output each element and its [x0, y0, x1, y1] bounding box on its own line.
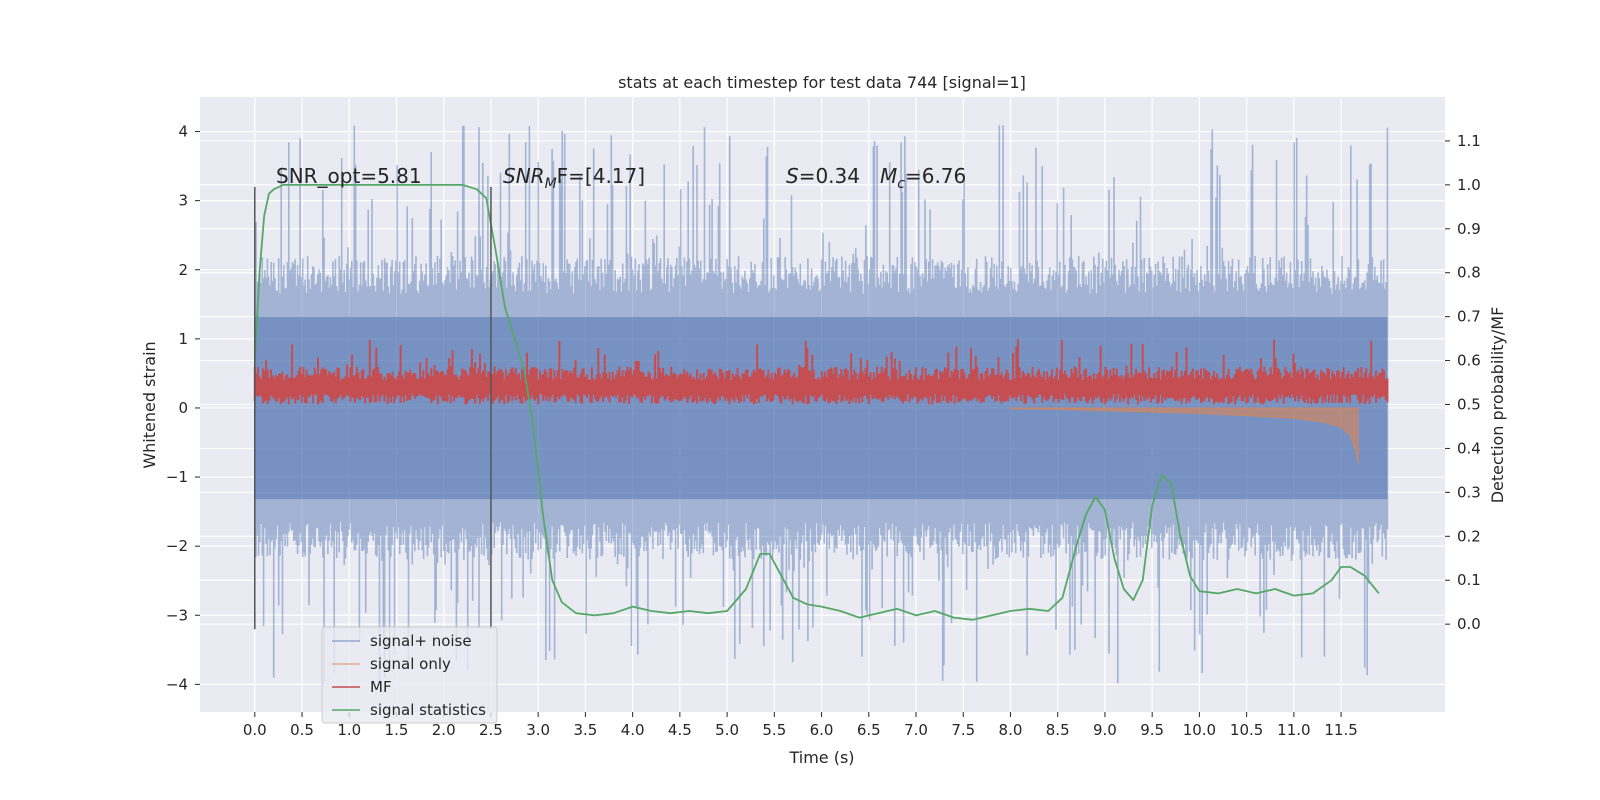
- annotation-s: S=0.34: [786, 164, 860, 188]
- x-tick-label: 4.0: [621, 721, 645, 739]
- y-right-tick-label: 0.1: [1457, 571, 1481, 589]
- x-tick-label: 1.0: [337, 721, 361, 739]
- y-left-tick-label: −4: [166, 675, 188, 693]
- legend-label-mf: MF: [370, 678, 392, 696]
- y-right-tick-label: 1.0: [1457, 176, 1481, 194]
- y-axis-label-left: Whitened strain: [140, 341, 159, 468]
- x-tick-label: 0.5: [290, 721, 314, 739]
- annotation-mc: Mc=6.76: [880, 164, 966, 192]
- legend-label-signal-only: signal only: [370, 655, 451, 673]
- y-left-tick-label: 0: [178, 399, 188, 417]
- y-left-tick-label: 3: [178, 192, 188, 210]
- y-right-tick-label: 0.7: [1457, 308, 1481, 326]
- y-right-tick-label: 0.3: [1457, 483, 1481, 501]
- x-tick-label: 6.5: [857, 721, 881, 739]
- y-left-tick-label: −1: [166, 468, 188, 486]
- snr-mf-symbol: SNR: [503, 164, 545, 188]
- y-right-tick-label: 1.1: [1457, 132, 1481, 150]
- x-tick-label: 7.0: [904, 721, 928, 739]
- chart-title: stats at each timestep for test data 744…: [618, 73, 1026, 92]
- axes: 0.0 0.5 1.0 1.5 2.0 2.5 3.0 3.5 4.0 4.5 5.0 5.5 6.0 6…: [166, 123, 1481, 739]
- x-axis-label: Time (s): [788, 748, 854, 767]
- series-signal-statistics: [253, 184, 1380, 621]
- x-tick-label: 1.5: [385, 721, 409, 739]
- y-right-tick-label: 0.6: [1457, 352, 1481, 370]
- x-tick-label: 11.5: [1324, 721, 1357, 739]
- legend-label-signal-statistics: signal statistics: [370, 701, 486, 719]
- legend-label-signal-noise: signal+ noise: [370, 632, 472, 650]
- series-layer: [253, 125, 1389, 685]
- y-axis-label-right: Detection probability/MF: [1488, 307, 1507, 504]
- x-tick-label: 6.0: [810, 721, 834, 739]
- legend: signal+ noise signal only MF signal stat…: [321, 626, 498, 724]
- x-tick-label: 9.5: [1140, 721, 1164, 739]
- y-left-tick-label: 4: [178, 123, 188, 141]
- x-tick-label: 8.0: [999, 721, 1023, 739]
- y-left-tick-label: −2: [166, 537, 188, 555]
- y-left-tick-label: 2: [178, 261, 188, 279]
- x-tick-label: 5.5: [762, 721, 786, 739]
- y-right-tick-label: 0.2: [1457, 527, 1481, 545]
- x-tick-label: 2.0: [432, 721, 456, 739]
- y-right-tick-label: 0.8: [1457, 264, 1481, 282]
- x-tick-label: 10.5: [1230, 721, 1263, 739]
- snr-mf-subscript: M: [545, 176, 557, 192]
- x-tick-label: 10.0: [1183, 721, 1216, 739]
- y-right-tick-label: 0.5: [1457, 396, 1481, 414]
- x-tick-label: 7.5: [951, 721, 975, 739]
- x-tick-label: 5.0: [715, 721, 739, 739]
- x-tick-label: 2.5: [479, 721, 503, 739]
- snr-mf-value: F=[4.17]: [557, 164, 645, 188]
- legend-box: [321, 626, 498, 724]
- annotation-snr-mf: SNRMF=[4.17]: [503, 164, 645, 192]
- x-tick-label: 9.0: [1093, 721, 1117, 739]
- y-left-tick-label: 1: [178, 330, 188, 348]
- x-tick-label: 11.0: [1277, 721, 1310, 739]
- mc-value: =6.76: [905, 164, 966, 188]
- x-tick-label: 0.0: [243, 721, 267, 739]
- x-tick-label: 3.5: [573, 721, 597, 739]
- x-tick-label: 4.5: [668, 721, 692, 739]
- x-tick-label: 3.0: [526, 721, 550, 739]
- vertical-lines: [254, 186, 492, 630]
- y-right-tick-label: 0.4: [1457, 439, 1481, 457]
- s-value: =0.34: [799, 164, 860, 188]
- mc-subscript: c: [897, 176, 905, 192]
- s-symbol: S: [786, 164, 799, 188]
- y-right-tick-label: 0.0: [1457, 615, 1481, 633]
- x-tick-label: 8.5: [1046, 721, 1070, 739]
- annotation-snr-opt: SNR_opt=5.81: [276, 164, 422, 188]
- y-left-tick-label: −3: [166, 606, 188, 624]
- mc-symbol: M: [880, 164, 897, 188]
- y-right-tick-label: 0.9: [1457, 220, 1481, 238]
- series-signal-only: [1009, 407, 1359, 464]
